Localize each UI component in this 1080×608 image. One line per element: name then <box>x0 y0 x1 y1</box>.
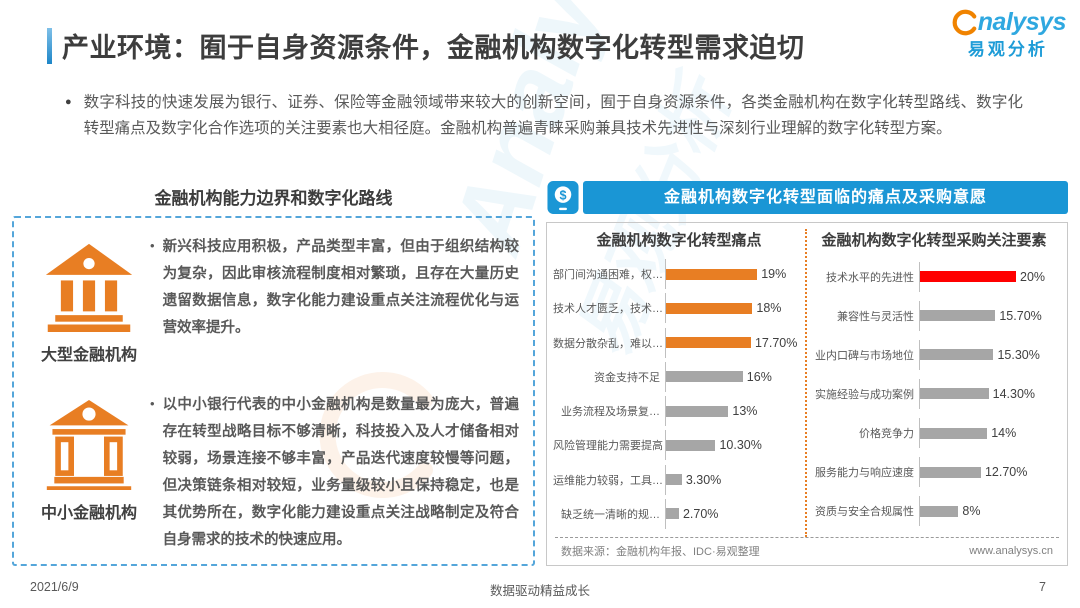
left-panel: 大型金融机构 • 新兴科技应用积极，产品类型丰富，但由于组织结构较为复杂，因此审… <box>12 216 535 566</box>
chart-row: 服务能力与响应速度 12.70% <box>807 457 1061 488</box>
svg-text:$: $ <box>559 188 566 202</box>
footer-date: 2021/6/9 <box>30 580 79 594</box>
chart-bar <box>920 388 989 400</box>
chart-source-row: 数据来源：金融机构年报、IDC·易观整理 www.analysys.cn <box>555 537 1059 565</box>
page-title: 产业环境：囿于自身资源条件，金融机构数字化转型需求迫切 <box>62 33 805 63</box>
chart-bar <box>920 466 981 478</box>
chart-row: 技术水平的先进性 20% <box>807 261 1061 292</box>
right-panel: 金融机构数字化转型痛点 部门间沟通困难，权… 19% 技术人才匮乏，技术… 18% 数据… <box>546 222 1068 566</box>
bullet-icon: ● <box>65 96 72 108</box>
chart-bar <box>666 337 751 349</box>
chart-bar <box>666 405 729 417</box>
chart-value-label: 15.30% <box>997 347 1040 362</box>
chart-value-label: 14.30% <box>992 386 1036 401</box>
chart-row: 资金支持不足 16% <box>553 361 805 392</box>
procurement-factors-chart: 金融机构数字化转型采购关注要素 技术水平的先进性 20% 兼容性与灵活性 15.70%… <box>807 229 1061 537</box>
chart-category-label: 资质与安全合规属性 <box>815 506 914 519</box>
chart-category-label: 业内口碑与市场地位 <box>815 349 914 362</box>
logo-brand-text: nalysys <box>977 8 1067 36</box>
chart-value-label: 8% <box>962 504 981 519</box>
chart-bar <box>666 302 753 314</box>
bank-large-icon <box>45 243 133 332</box>
page-number: 7 <box>1039 580 1046 594</box>
chart-category-label: 技术水平的先进性 <box>826 271 914 284</box>
chart-category-label: 资金支持不足 <box>594 371 660 384</box>
chart-row: 资质与安全合规属性 8% <box>807 496 1061 527</box>
chart-row: 数据分散杂乱，难以… 17.70% <box>553 327 805 358</box>
logo-brand-cn: 易观分析 <box>967 40 1048 59</box>
intro-text: 数字科技的快速发展为银行、证券、保险等金融领域带来较大的创新空间，囿于自身资源条… <box>83 94 1023 137</box>
chart-category-label: 实施经验与成功案例 <box>815 388 914 401</box>
chart-row: 实施经验与成功案例 14.30% <box>807 378 1061 409</box>
chart-category-label: 风险管理能力需要提高 <box>553 440 663 453</box>
chart-value-label: 3.30% <box>685 472 722 487</box>
chart-row: 缺乏统一清晰的规… 2.70% <box>553 498 805 529</box>
chart-category-label: 数据分散杂乱，难以… <box>553 337 663 350</box>
chart-value-label: 16% <box>746 369 772 384</box>
chart-category-label: 价格竞争力 <box>859 428 914 441</box>
footer: 2021/6/9 数据驱动精益成长 7 <box>0 580 1080 600</box>
chart-bar <box>666 439 716 451</box>
chart-row: 技术人才匮乏，技术… 18% <box>553 293 805 324</box>
title-accent-bar <box>47 27 52 64</box>
chart-category-label: 运维能力较弱，工具… <box>553 474 663 487</box>
data-source-text: 数据来源：金融机构年报、IDC·易观整理 <box>561 546 760 558</box>
chart-row: 兼容性与灵活性 15.70% <box>807 300 1061 331</box>
chart-category-label: 缺乏统一清晰的规… <box>561 508 660 521</box>
right-panel-header: $ 金融机构数字化转型面临的痛点及采购意愿 <box>546 181 1068 214</box>
chart-value-label: 13% <box>732 404 758 419</box>
analysys-logo: nalysys 易观分析 <box>950 8 1067 60</box>
bank-small-icon <box>46 400 132 494</box>
chart-bar <box>666 371 743 383</box>
chart-bar <box>666 508 679 520</box>
chart-bar <box>666 268 758 280</box>
chart-category-label: 部门间沟通困难，权… <box>553 269 663 282</box>
chart-value-label: 12.70% <box>984 465 1028 480</box>
chart-value-label: 15.70% <box>999 308 1042 323</box>
pain-points-chart: 金融机构数字化转型痛点 部门间沟通困难，权… 19% 技术人才匮乏，技术… 18% 数据… <box>553 229 807 537</box>
chart-bar <box>920 271 1016 283</box>
chart-category-label: 服务能力与响应速度 <box>815 467 914 480</box>
chart-value-label: 19% <box>761 267 787 282</box>
procurement-factors-chart-title: 金融机构数字化转型采购关注要素 <box>821 232 1047 249</box>
large-institution-text: 新兴科技应用积极，产品类型丰富，但由于组织结构较为复杂，因此审核流程制度相对繁琐… <box>162 239 519 336</box>
chart-value-label: 18% <box>756 301 782 316</box>
chart-value-label: 10.30% <box>719 438 762 453</box>
chart-category-label: 技术人才匮乏，技术… <box>553 303 663 316</box>
mobile-payment-icon: $ <box>547 181 579 214</box>
chart-bar <box>920 505 959 517</box>
large-institution-item: 大型金融机构 • 新兴科技应用积极，产品类型丰富，但由于组织结构较为复杂，因此审… <box>28 234 521 365</box>
chart-row: 业内口碑与市场地位 15.30% <box>807 339 1061 370</box>
chart-bar <box>920 349 994 361</box>
small-institution-item: 中小金融机构 • 以中小银行代表的中小金融机构是数量最为庞大，普遍存在转型战略目… <box>28 392 521 554</box>
small-institution-label: 中小金融机构 <box>40 505 137 522</box>
header: 产业环境：囿于自身资源条件，金融机构数字化转型需求迫切 <box>47 26 805 65</box>
chart-category-label: 兼容性与灵活性 <box>837 310 914 323</box>
bullet-icon: • <box>150 238 155 253</box>
right-panel-banner: 金融机构数字化转型面临的痛点及采购意愿 <box>583 181 1068 214</box>
website-text: www.analysys.cn <box>969 545 1053 557</box>
chart-value-label: 2.70% <box>682 506 719 521</box>
chart-value-label: 17.70% <box>754 335 798 350</box>
chart-row: 价格竞争力 14% <box>807 418 1061 449</box>
chart-row: 风险管理能力需要提高 10.30% <box>553 430 805 461</box>
logo-swoosh-icon <box>952 9 977 35</box>
chart-value-label: 14% <box>991 426 1017 441</box>
chart-bar <box>920 310 996 322</box>
chart-row: 部门间沟通困难，权… 19% <box>553 259 805 290</box>
chart-category-label: 业务流程及场景复… <box>561 406 660 419</box>
small-institution-text: 以中小银行代表的中小金融机构是数量最为庞大，普遍存在转型战略目标不够清晰，科技投… <box>162 397 519 548</box>
bullet-icon: • <box>150 396 155 411</box>
chart-bar <box>920 427 988 439</box>
pain-points-chart-title: 金融机构数字化转型痛点 <box>596 232 762 249</box>
chart-row: 业务流程及场景复… 13% <box>553 396 805 427</box>
chart-bar <box>666 474 682 486</box>
footer-slogan: 数据驱动精益成长 <box>489 584 590 598</box>
intro-paragraph: ● 数字科技的快速发展为银行、证券、保险等金融领域带来较大的创新空间，囿于自身资… <box>65 90 1023 142</box>
chart-value-label: 20% <box>1020 269 1046 284</box>
chart-row: 运维能力较弱，工具… 3.30% <box>553 464 805 495</box>
left-panel-title: 金融机构能力边界和数字化路线 <box>154 189 393 208</box>
large-institution-label: 大型金融机构 <box>40 347 137 364</box>
